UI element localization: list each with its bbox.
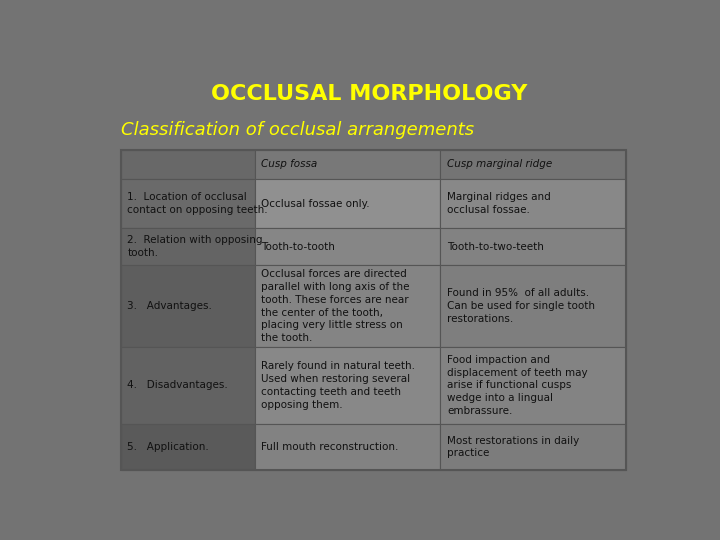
Text: Rarely found in natural teeth.
Used when restoring several
contacting teeth and : Rarely found in natural teeth. Used when…	[261, 361, 415, 409]
Bar	[441, 150, 626, 179]
Bar	[254, 265, 441, 347]
Text: Occlusal fossae only.: Occlusal fossae only.	[261, 199, 370, 208]
Bar	[254, 150, 441, 179]
Bar	[121, 150, 626, 470]
Text: Tooth-to-tooth: Tooth-to-tooth	[261, 242, 335, 252]
Bar	[441, 179, 626, 228]
Bar	[254, 179, 441, 228]
Bar	[121, 347, 254, 424]
Bar	[441, 424, 626, 470]
Text: 3.   Advantages.: 3. Advantages.	[127, 301, 212, 311]
Text: Cusp marginal ridge: Cusp marginal ridge	[447, 159, 552, 170]
Bar	[121, 424, 254, 470]
Bar	[441, 265, 626, 347]
Bar	[441, 347, 626, 424]
Bar	[121, 265, 254, 347]
Bar	[254, 347, 441, 424]
Text: Occlusal forces are directed
parallel with long axis of the
tooth. These forces : Occlusal forces are directed parallel wi…	[261, 269, 410, 343]
Text: Tooth-to-two-teeth: Tooth-to-two-teeth	[447, 242, 544, 252]
Text: Classification of occlusal arrangements: Classification of occlusal arrangements	[121, 121, 474, 139]
Bar	[441, 228, 626, 265]
Text: Marginal ridges and
occlusal fossae.: Marginal ridges and occlusal fossae.	[447, 192, 551, 215]
Text: Cusp fossa: Cusp fossa	[261, 159, 318, 170]
Text: Food impaction and
displacement of teeth may
arise if functional cusps
wedge int: Food impaction and displacement of teeth…	[447, 355, 588, 416]
Text: Most restorations in daily
practice: Most restorations in daily practice	[447, 436, 580, 458]
Bar	[121, 228, 254, 265]
Bar	[254, 228, 441, 265]
Bar	[121, 179, 254, 228]
Text: Full mouth reconstruction.: Full mouth reconstruction.	[261, 442, 399, 452]
Text: OCCLUSAL MORPHOLOGY: OCCLUSAL MORPHOLOGY	[211, 84, 527, 104]
Text: 1.  Location of occlusal
contact on opposing teeth.: 1. Location of occlusal contact on oppos…	[127, 192, 268, 215]
Text: 5.   Application.: 5. Application.	[127, 442, 209, 452]
Text: 4.   Disadvantages.: 4. Disadvantages.	[127, 380, 228, 390]
Text: Found in 95%  of all adults.
Can be used for single tooth
restorations.: Found in 95% of all adults. Can be used …	[447, 288, 595, 324]
Bar	[121, 150, 254, 179]
Bar	[254, 424, 441, 470]
Text: 2.  Relation with opposing
tooth.: 2. Relation with opposing tooth.	[127, 235, 263, 258]
